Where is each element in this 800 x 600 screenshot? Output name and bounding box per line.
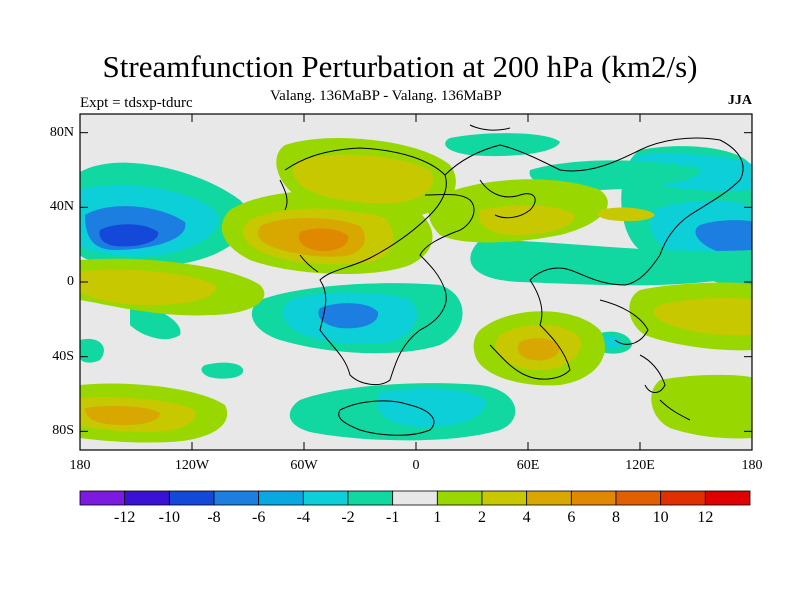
colorbar-label: 4	[522, 509, 531, 526]
x-tick-label: 120E	[625, 458, 655, 473]
colorbar-label: -1	[385, 509, 400, 526]
colorbar	[79, 490, 751, 506]
x-tick-label: 60W	[290, 458, 318, 473]
x-tick-label: 180	[741, 458, 763, 473]
colorbar-label: 6	[567, 509, 576, 526]
colorbar-swatch	[704, 490, 751, 506]
colorbar-label: 10	[652, 509, 669, 526]
colorbar-swatch	[168, 490, 215, 506]
colorbar-label: -10	[158, 509, 180, 526]
colorbar-swatch	[481, 490, 528, 506]
y-tick-label: 80N	[49, 124, 74, 140]
experiment-label: Expt = tdsxp-tdurc	[80, 95, 193, 111]
y-tick-label: 80S	[52, 423, 74, 439]
colorbar-label: -2	[341, 509, 355, 526]
map-plot-area	[80, 114, 752, 450]
x-tick-label: 120W	[174, 458, 210, 473]
x-tick-marks	[79, 114, 753, 450]
colorbar-label: 2	[478, 509, 486, 526]
colorbar-swatch	[570, 490, 617, 506]
colorbar-swatch	[615, 490, 662, 506]
colorbar-swatch	[392, 490, 438, 506]
colorbar-label: 12	[697, 509, 714, 526]
colorbar-swatch	[302, 490, 349, 506]
colorbar-swatch	[436, 490, 483, 506]
colorbar-swatch	[124, 490, 170, 506]
colorbar-label: 1	[433, 509, 442, 526]
colorbar-label: -6	[251, 509, 266, 526]
y-tick-label: 40N	[49, 199, 74, 215]
season-label: JJA	[727, 93, 752, 108]
chart-title: Streamfunction Perturbation at 200 hPa (…	[102, 49, 698, 84]
x-tick-label: 60E	[516, 458, 540, 473]
y-tick-label: 40S	[52, 348, 74, 364]
colorbar-label: -8	[207, 509, 221, 526]
y-tick-label: 0	[67, 274, 74, 289]
period-label: Valang. 136MaBP - Valang. 136MaBP	[270, 88, 502, 104]
x-tick-label: 180	[69, 458, 91, 473]
colorbar-swatch	[79, 490, 126, 506]
x-tick-label: 0	[412, 458, 420, 473]
colorbar-swatch	[347, 490, 394, 506]
y-tick-marks	[80, 132, 752, 432]
colorbar-swatch	[660, 490, 706, 506]
colorbar-swatch	[526, 490, 572, 506]
colorbar-label: -12	[113, 509, 136, 526]
colorbar-label: -4	[296, 509, 310, 526]
colorbar-swatch	[258, 490, 304, 506]
colorbar-swatch	[213, 490, 260, 506]
coastlines	[279, 124, 744, 436]
colorbar-label: 8	[612, 509, 620, 526]
